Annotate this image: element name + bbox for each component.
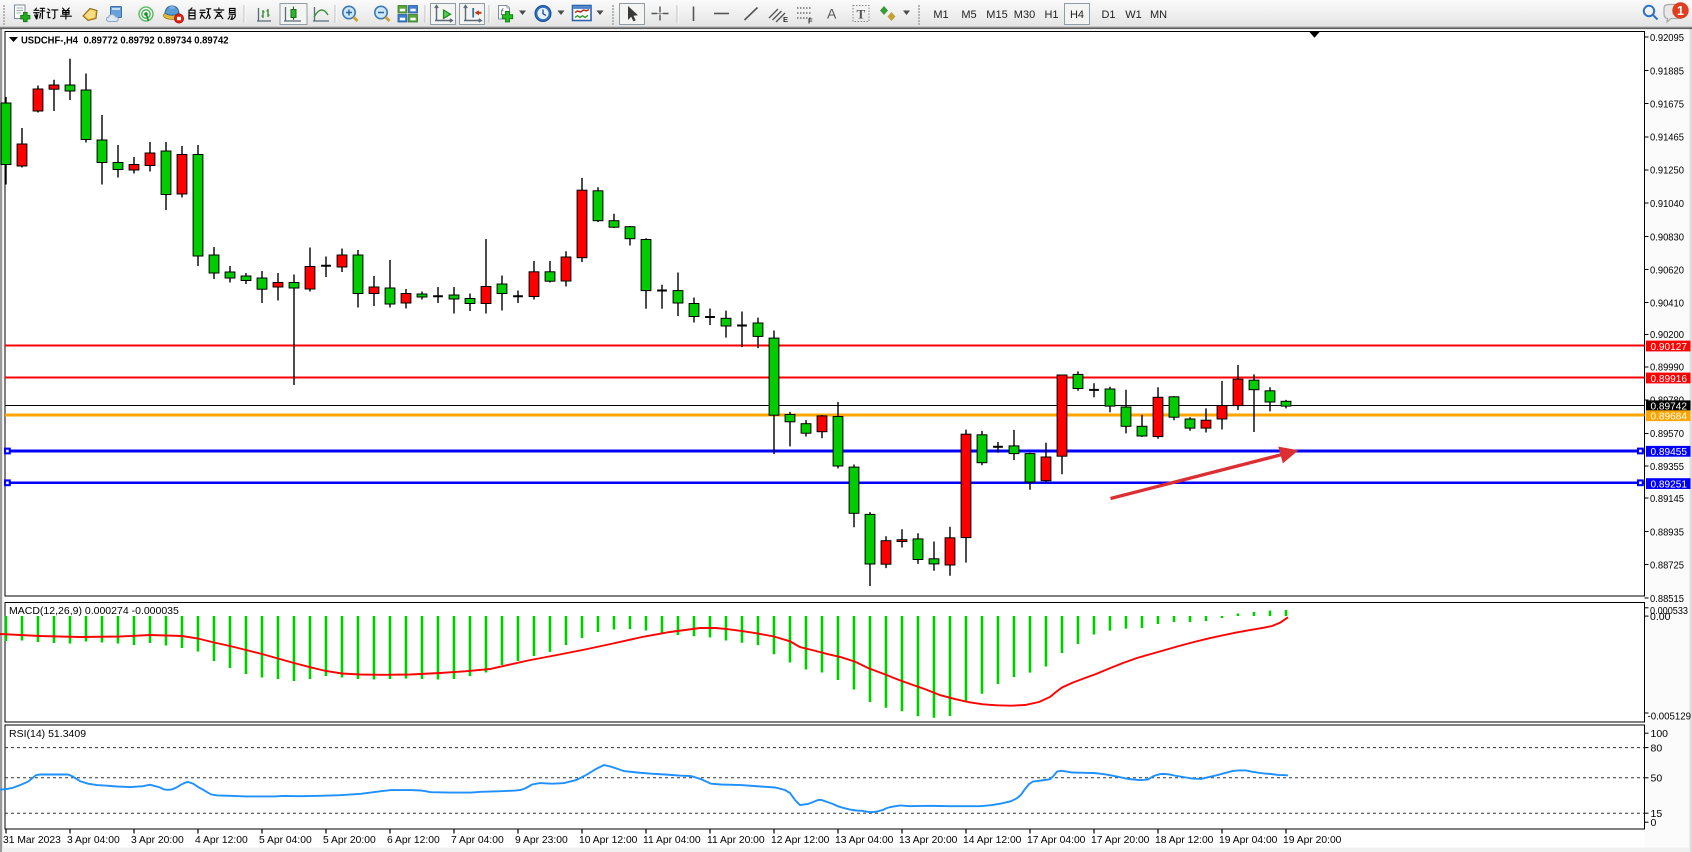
svg-text:f: f — [501, 7, 505, 17]
svg-text:0.91885: 0.91885 — [1650, 65, 1684, 77]
svg-text:13 Apr 04:00: 13 Apr 04:00 — [835, 835, 894, 846]
svg-text:0.000533: 0.000533 — [1650, 605, 1688, 617]
svg-text:50: 50 — [1651, 773, 1663, 785]
svg-text:-0.005129: -0.005129 — [1648, 711, 1692, 723]
svg-text:0.89455: 0.89455 — [1651, 446, 1688, 458]
svg-text:1: 1 — [1677, 4, 1684, 18]
svg-text:0.89916: 0.89916 — [1651, 373, 1688, 385]
svg-text:H1: H1 — [1044, 9, 1058, 21]
svg-text:MACD(12,26,9) 0.000274 -0.0000: MACD(12,26,9) 0.000274 -0.000035 — [9, 605, 179, 617]
svg-text:0.90410: 0.90410 — [1650, 298, 1684, 310]
svg-text:0.91465: 0.91465 — [1650, 132, 1684, 144]
svg-text:0.89145: 0.89145 — [1650, 493, 1684, 505]
svg-text:80: 80 — [1651, 742, 1663, 754]
svg-text:0.89742: 0.89742 — [1651, 401, 1688, 413]
svg-text:31 Mar 2023: 31 Mar 2023 — [3, 835, 61, 846]
svg-text:0.92095: 0.92095 — [1650, 32, 1684, 44]
svg-text:0.89251: 0.89251 — [1651, 478, 1688, 490]
svg-text:18 Apr 12:00: 18 Apr 12:00 — [1155, 835, 1214, 846]
svg-text:0.88515: 0.88515 — [1650, 593, 1684, 605]
svg-text:15: 15 — [1651, 808, 1663, 820]
svg-text:0.90200: 0.90200 — [1650, 329, 1684, 341]
svg-text:19 Apr 20:00: 19 Apr 20:00 — [1283, 835, 1342, 846]
svg-text:6 Apr 12:00: 6 Apr 12:00 — [387, 835, 440, 846]
svg-text:14 Apr 12:00: 14 Apr 12:00 — [963, 835, 1022, 846]
svg-text:17 Apr 20:00: 17 Apr 20:00 — [1091, 835, 1150, 846]
svg-text:5 Apr 20:00: 5 Apr 20:00 — [323, 835, 376, 846]
svg-text:M30: M30 — [1014, 9, 1035, 21]
svg-text:USDCHF-,H4: USDCHF-,H4 — [21, 35, 78, 47]
svg-text:11 Apr 20:00: 11 Apr 20:00 — [707, 835, 765, 846]
svg-text:0.88935: 0.88935 — [1650, 526, 1684, 538]
svg-text:D1: D1 — [1101, 9, 1115, 21]
svg-text:F: F — [808, 17, 813, 26]
svg-text:M1: M1 — [933, 9, 948, 21]
svg-text:0.91675: 0.91675 — [1650, 98, 1684, 110]
svg-text:3 Apr 20:00: 3 Apr 20:00 — [131, 835, 184, 846]
svg-text:3 Apr 04:00: 3 Apr 04:00 — [67, 835, 120, 846]
svg-text:13 Apr 20:00: 13 Apr 20:00 — [899, 835, 958, 846]
svg-text:0.91250: 0.91250 — [1650, 165, 1684, 177]
svg-text:W1: W1 — [1125, 9, 1142, 21]
svg-text:9 Apr 23:00: 9 Apr 23:00 — [515, 835, 568, 846]
svg-text:19 Apr 04:00: 19 Apr 04:00 — [1219, 835, 1278, 846]
svg-text:5 Apr 04:00: 5 Apr 04:00 — [259, 835, 312, 846]
svg-text:H4: H4 — [1070, 9, 1084, 21]
svg-text:10 Apr 12:00: 10 Apr 12:00 — [579, 835, 638, 846]
svg-text:0.89684: 0.89684 — [1651, 411, 1688, 423]
svg-text:0.89570: 0.89570 — [1650, 428, 1684, 440]
svg-text:0.00: 0.00 — [1650, 611, 1671, 623]
svg-text:0.91040: 0.91040 — [1650, 198, 1684, 210]
svg-text:M5: M5 — [961, 9, 976, 21]
svg-text:E: E — [783, 15, 788, 24]
svg-text:0.89990: 0.89990 — [1650, 362, 1684, 374]
svg-text:RSI(14) 51.3409: RSI(14) 51.3409 — [9, 728, 86, 740]
svg-text:MN: MN — [1150, 9, 1167, 21]
svg-text:0: 0 — [1651, 817, 1657, 829]
svg-text:0.89772 0.89792 0.89734 0.8974: 0.89772 0.89792 0.89734 0.89742 — [84, 35, 229, 47]
svg-text:4 Apr 12:00: 4 Apr 12:00 — [195, 835, 248, 846]
svg-text:A: A — [827, 6, 837, 22]
svg-text:12 Apr 12:00: 12 Apr 12:00 — [771, 835, 830, 846]
svg-text:7 Apr 04:00: 7 Apr 04:00 — [451, 835, 504, 846]
svg-text:0.90127: 0.90127 — [1651, 341, 1688, 353]
svg-text:M15: M15 — [986, 9, 1007, 21]
svg-text:0.90620: 0.90620 — [1650, 264, 1684, 276]
svg-text:0.88725: 0.88725 — [1650, 559, 1684, 571]
svg-text:T: T — [857, 7, 866, 22]
svg-text:0.90830: 0.90830 — [1650, 231, 1684, 243]
svg-text:17 Apr 04:00: 17 Apr 04:00 — [1027, 835, 1086, 846]
svg-text:11 Apr 04:00: 11 Apr 04:00 — [643, 835, 701, 846]
svg-text:100: 100 — [1651, 728, 1669, 740]
svg-text:0.89355: 0.89355 — [1650, 461, 1684, 473]
